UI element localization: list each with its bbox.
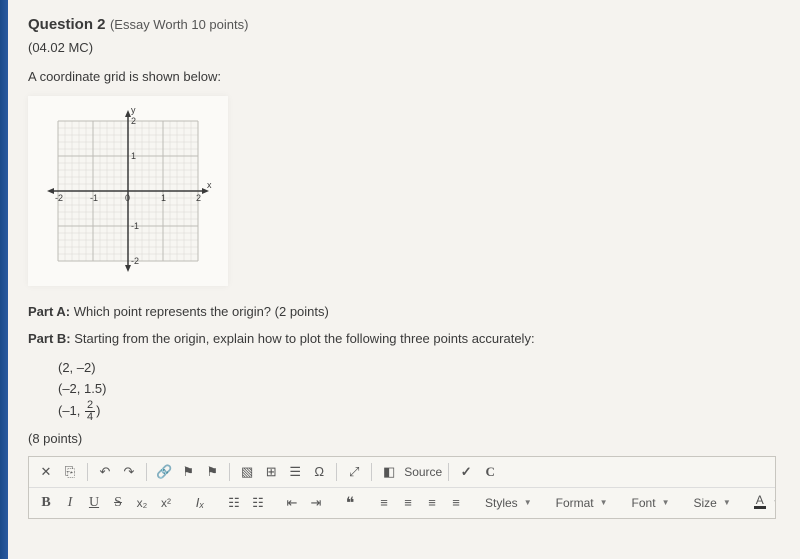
specialchar-button[interactable]: Ω <box>308 461 330 483</box>
points-list: (2, –2) (–2, 1.5) (–1, 24) <box>58 358 780 423</box>
tick-y-n2: -2 <box>131 256 139 266</box>
tick-x-n2: -2 <box>55 193 63 203</box>
undo-button[interactable]: ↶ <box>94 461 116 483</box>
font-dropdown[interactable]: Font ▼ <box>626 492 676 514</box>
toolbar-row-1: ✕ ⎘ ↶ ↷ 🔗 ⚑ ⚑ ▧ ⊞ ☰ Ω ⤢ ◧ Source ✓ C <box>29 457 775 488</box>
y-axis-label: y <box>131 106 136 115</box>
tick-origin: 0 <box>125 193 130 203</box>
separator <box>229 463 230 481</box>
redo-button[interactable]: ↷ <box>118 461 140 483</box>
cut-button[interactable]: ✕ <box>35 461 57 483</box>
aligncenter-button[interactable]: ≡ <box>397 492 419 514</box>
removeformat-button[interactable]: Iₓ <box>189 492 211 514</box>
source-button[interactable]: ◧ Source <box>378 461 442 483</box>
tick-x-n1: -1 <box>90 193 98 203</box>
tick-x-1: 1 <box>161 193 166 203</box>
separator <box>448 463 449 481</box>
tick-y-n1: -1 <box>131 221 139 231</box>
toolbar-row-2: B I U S x₂ x² Iₓ ☷ ☷ ⇤ ⇥ ❝ ≡ ≡ ≡ ≡ Style… <box>29 488 775 518</box>
x-axis-label: x <box>207 180 212 190</box>
chevron-down-icon[interactable]: ▼ <box>773 498 775 507</box>
tick-y-2: 2 <box>131 116 136 126</box>
question-prompt: A coordinate grid is shown below: <box>28 69 780 84</box>
question-number: Question 2 <box>28 16 106 33</box>
maximize-button[interactable]: ⤢ <box>343 461 365 483</box>
bulletlist-button[interactable]: ☷ <box>247 492 269 514</box>
alignright-button[interactable]: ≡ <box>421 492 443 514</box>
question-header: Question 2 (Essay Worth 10 points) <box>28 16 780 34</box>
bold-button[interactable]: B <box>35 492 57 514</box>
flag-button[interactable]: ⚑ <box>201 461 223 483</box>
spellcheck-button[interactable]: ✓ <box>455 461 477 483</box>
styles-label: Styles <box>485 496 518 510</box>
source-label: Source <box>404 465 442 479</box>
textcolor-button[interactable]: A <box>749 492 771 514</box>
outdent-button[interactable]: ⇤ <box>281 492 303 514</box>
italic-button[interactable]: I <box>59 492 81 514</box>
chevron-down-icon: ▼ <box>600 498 608 507</box>
separator <box>87 463 88 481</box>
alignleft-button[interactable]: ≡ <box>373 492 395 514</box>
point-3: (–1, 24) <box>58 400 780 423</box>
alignjustify-button[interactable]: ≡ <box>445 492 467 514</box>
hr-button[interactable]: ☰ <box>284 461 306 483</box>
part-b-text: Starting from the origin, explain how to… <box>74 331 534 346</box>
strike-button[interactable]: S <box>107 492 129 514</box>
point-2: (–2, 1.5) <box>58 379 780 400</box>
separator <box>371 463 372 481</box>
frac-num: 2 <box>85 400 95 412</box>
part-b: Part B: Starting from the origin, explai… <box>28 331 780 346</box>
size-label: Size <box>693 496 716 510</box>
part-a-label: Part A: <box>28 304 70 319</box>
numlist-button[interactable]: ☷ <box>223 492 245 514</box>
rich-text-editor: ✕ ⎘ ↶ ↷ 🔗 ⚑ ⚑ ▧ ⊞ ☰ Ω ⤢ ◧ Source ✓ C <box>28 456 776 519</box>
blockquote-button[interactable]: ❝ <box>339 492 361 514</box>
point-3-prefix: (–1, <box>58 403 84 418</box>
chevron-down-icon: ▼ <box>723 498 731 507</box>
indent-button[interactable]: ⇥ <box>305 492 327 514</box>
point-1: (2, –2) <box>58 358 780 379</box>
question-worth: (Essay Worth 10 points) <box>110 17 248 32</box>
question-code: (04.02 MC) <box>28 40 780 55</box>
textcolor-icon: A <box>754 496 766 510</box>
part-b-points: (8 points) <box>28 431 780 446</box>
frac-den: 4 <box>85 412 95 423</box>
table-button[interactable]: ⊞ <box>260 461 282 483</box>
refresh-button[interactable]: C <box>479 461 501 483</box>
point-3-suffix: ) <box>96 403 100 418</box>
window-edge <box>0 0 8 559</box>
underline-button[interactable]: U <box>83 492 105 514</box>
fraction: 24 <box>85 400 95 423</box>
coordinate-grid: y x 2 1 -1 -2 -2 -1 0 1 2 <box>28 96 228 286</box>
chevron-down-icon: ▼ <box>524 498 532 507</box>
superscript-button[interactable]: x² <box>155 492 177 514</box>
styles-dropdown[interactable]: Styles ▼ <box>479 492 538 514</box>
grid-svg: y x 2 1 -1 -2 -2 -1 0 1 2 <box>43 106 213 276</box>
separator <box>146 463 147 481</box>
part-a: Part A: Which point represents the origi… <box>28 304 780 319</box>
image-button[interactable]: ▧ <box>236 461 258 483</box>
part-b-label: Part B: <box>28 331 71 346</box>
format-dropdown[interactable]: Format ▼ <box>550 492 614 514</box>
subscript-button[interactable]: x₂ <box>131 492 153 514</box>
font-label: Font <box>632 496 656 510</box>
question-content: Question 2 (Essay Worth 10 points) (04.0… <box>0 0 800 519</box>
source-icon: ◧ <box>378 461 400 483</box>
textcolor-glyph: A <box>756 496 764 506</box>
format-label: Format <box>556 496 594 510</box>
link-button[interactable]: 🔗 <box>153 461 175 483</box>
tick-y-1: 1 <box>131 151 136 161</box>
tick-x-2: 2 <box>196 193 201 203</box>
size-dropdown[interactable]: Size ▼ <box>687 492 736 514</box>
anchor-button[interactable]: ⚑ <box>177 461 199 483</box>
chevron-down-icon: ▼ <box>662 498 670 507</box>
part-a-text: Which point represents the origin? (2 po… <box>74 304 329 319</box>
copy-button[interactable]: ⎘ <box>59 461 81 483</box>
separator <box>336 463 337 481</box>
